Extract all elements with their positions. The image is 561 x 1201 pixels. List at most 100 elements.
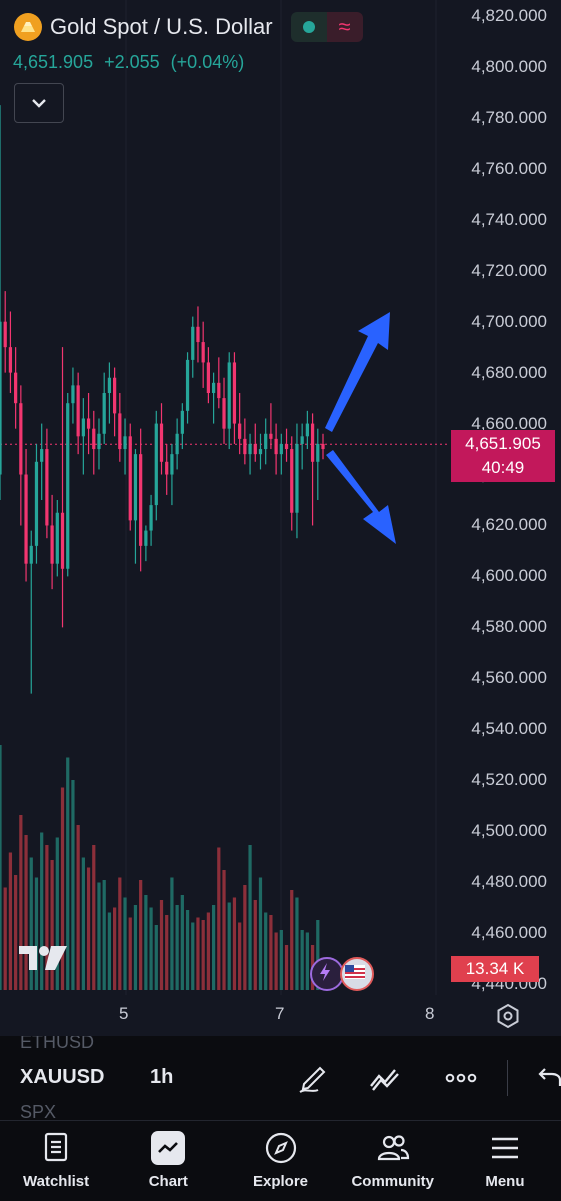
pencil-draw-icon[interactable] — [296, 1062, 330, 1094]
volume-bar — [3, 887, 7, 990]
volume-bar — [300, 930, 304, 990]
nav-explore[interactable]: Explore — [224, 1121, 336, 1201]
candle — [321, 433, 325, 460]
candle-body — [232, 362, 237, 424]
candle — [55, 500, 59, 577]
candle — [191, 316, 195, 378]
volume-bar — [71, 780, 75, 990]
last-price: 4,651.905 — [13, 52, 94, 72]
nav-community[interactable]: Community — [337, 1121, 449, 1201]
hexagon-settings-icon[interactable] — [494, 1002, 522, 1030]
candle-body — [149, 505, 153, 531]
candle-body — [165, 461, 169, 475]
volume-bar — [107, 912, 112, 990]
candle — [211, 372, 216, 424]
volume-bar — [40, 832, 44, 990]
tradingview-logo — [19, 946, 67, 970]
undo-icon[interactable] — [534, 1062, 561, 1094]
volume-bar — [222, 870, 226, 990]
candle — [86, 393, 91, 455]
candle-body — [3, 321, 7, 348]
candle-body — [107, 377, 112, 394]
chevron-down-icon — [32, 99, 46, 108]
price-change: +2.055 — [104, 52, 160, 72]
price-tick: 4,780.000 — [471, 107, 547, 127]
candle — [40, 423, 44, 500]
candle — [201, 321, 205, 388]
candle-body — [264, 433, 268, 450]
candle-body — [211, 382, 216, 394]
interval-selector[interactable]: 1h — [150, 1066, 174, 1088]
price-tick: 4,820.000 — [471, 6, 547, 25]
candle — [253, 423, 257, 462]
toolbar-divider — [507, 1060, 508, 1096]
volume-bar — [14, 875, 18, 990]
symbol-selector[interactable]: XAUUSD — [20, 1066, 105, 1088]
candle-body — [243, 438, 247, 455]
volume-bar — [258, 877, 263, 990]
volume-bar — [76, 825, 80, 990]
candle — [316, 428, 320, 500]
candle — [97, 418, 101, 470]
price-tick: 4,680.000 — [471, 362, 547, 382]
people-icon — [376, 1131, 410, 1165]
volume-bar — [139, 880, 143, 990]
volume-tag: 13.34 K — [451, 956, 539, 982]
candle — [14, 347, 18, 429]
candle-body — [97, 433, 101, 450]
price-axis[interactable]: 4,820.000 4,800.000 4,780.000 4,760.000 4,74… — [446, 0, 561, 1000]
candle-body — [274, 438, 278, 455]
volume-bar — [128, 917, 132, 990]
price-tick: 4,560.000 — [471, 668, 547, 688]
lightning-icon[interactable] — [310, 957, 344, 991]
list-document-icon — [39, 1131, 73, 1165]
candle — [165, 443, 169, 495]
candle — [144, 525, 148, 562]
volume-bar — [165, 915, 169, 990]
candle-body — [118, 413, 122, 450]
us-flag-icon[interactable] — [340, 957, 374, 991]
nav-chart[interactable]: Chart — [112, 1121, 224, 1201]
candle — [71, 367, 75, 424]
volume-bar — [170, 877, 174, 990]
volume-bar — [86, 867, 91, 990]
candle-body — [269, 433, 273, 439]
price-chart[interactable] — [0, 0, 561, 1040]
volume-bar — [154, 925, 158, 990]
price-tick: 4,720.000 — [471, 260, 547, 280]
candle-body — [253, 443, 257, 455]
candle — [196, 306, 200, 363]
candle-body — [191, 326, 195, 360]
more-icon[interactable] — [444, 1062, 478, 1094]
watchlist-next-symbol[interactable]: SPX — [20, 1102, 57, 1120]
market-status-toggle[interactable]: ≈ — [290, 12, 363, 42]
candle — [3, 291, 7, 373]
candle-body — [305, 423, 309, 437]
volume-bar — [201, 920, 205, 990]
nav-watchlist[interactable]: Watchlist — [0, 1121, 112, 1201]
watchlist-prev-symbol[interactable]: ETHUSD — [20, 1036, 95, 1052]
volume-bar — [118, 877, 122, 990]
candle-body — [76, 385, 80, 437]
candle — [206, 347, 211, 404]
candle-body — [295, 443, 299, 513]
symbol-title[interactable]: Gold Spot / U.S. Dollar — [50, 14, 273, 39]
collapse-header-button[interactable] — [14, 83, 64, 123]
candle — [232, 352, 237, 444]
volume-bar — [248, 845, 252, 990]
trend-line-icon[interactable] — [368, 1062, 402, 1094]
volume-bar — [253, 900, 257, 990]
volume-bar — [144, 895, 148, 990]
volume-bar — [191, 922, 195, 990]
candle-body — [112, 377, 117, 414]
price-tick: 4,620.000 — [471, 515, 547, 535]
candle-body — [29, 545, 33, 564]
volume-bar — [211, 905, 216, 990]
bar-countdown: 40:49 — [481, 458, 525, 477]
candle-body — [316, 443, 320, 462]
candle — [175, 418, 179, 470]
nav-menu[interactable]: Menu — [449, 1121, 561, 1201]
candle-body — [19, 403, 23, 475]
volume-bar — [45, 845, 49, 990]
candle — [102, 372, 106, 444]
